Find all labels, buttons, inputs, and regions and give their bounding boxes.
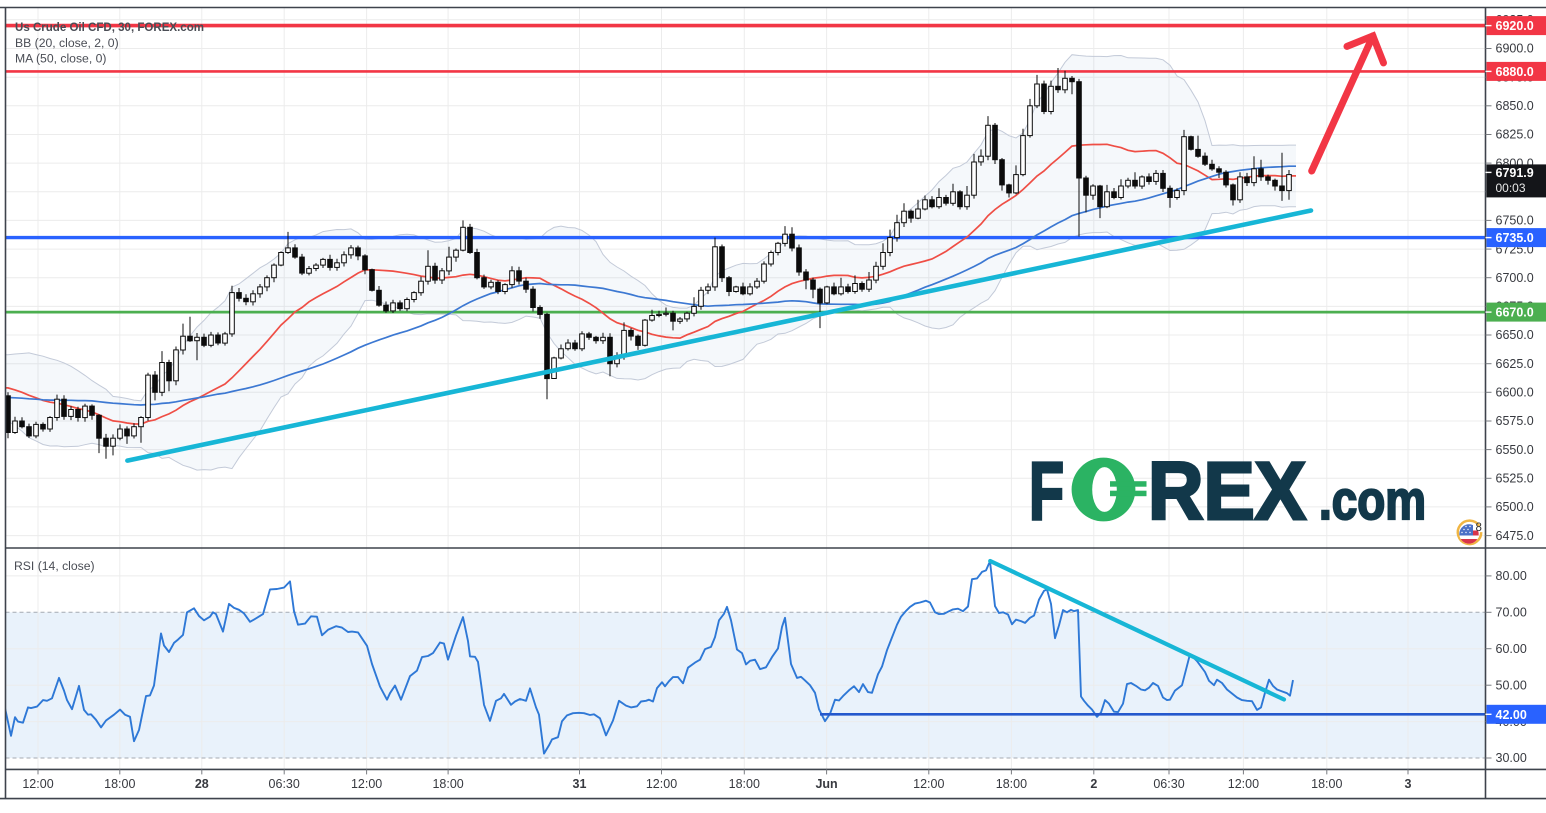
svg-text:12:00: 12:00: [646, 777, 677, 791]
svg-text:6475.0: 6475.0: [1496, 529, 1534, 543]
svg-text:00:03: 00:03: [1496, 181, 1526, 195]
svg-text:30.00: 30.00: [1496, 751, 1527, 765]
svg-text:18:00: 18:00: [104, 777, 135, 791]
svg-text:MA (50, close, 0): MA (50, close, 0): [15, 52, 106, 66]
svg-text:6850.0: 6850.0: [1496, 99, 1534, 113]
svg-text:6791.9: 6791.9: [1496, 166, 1534, 180]
svg-text:F: F: [1029, 446, 1064, 537]
svg-text:18:00: 18:00: [729, 777, 760, 791]
svg-text:6920.0: 6920.0: [1496, 19, 1534, 33]
svg-text:12:00: 12:00: [913, 777, 944, 791]
svg-text:6750.0: 6750.0: [1496, 214, 1534, 228]
svg-text:6575.0: 6575.0: [1496, 414, 1534, 428]
svg-text:18:00: 18:00: [1311, 777, 1342, 791]
svg-text:6525.0: 6525.0: [1496, 472, 1534, 486]
svg-text:6650.0: 6650.0: [1496, 328, 1534, 342]
svg-text:8: 8: [1476, 522, 1482, 534]
svg-text:50.00: 50.00: [1496, 678, 1527, 692]
svg-text:42.00: 42.00: [1496, 708, 1527, 722]
svg-text:31: 31: [573, 777, 587, 791]
svg-text:70.00: 70.00: [1496, 606, 1527, 620]
svg-text:06:30: 06:30: [1153, 777, 1184, 791]
svg-text:12:00: 12:00: [22, 777, 53, 791]
svg-text:BB (20, close, 2, 0): BB (20, close, 2, 0): [15, 36, 119, 50]
svg-text:6625.0: 6625.0: [1496, 357, 1534, 371]
svg-text:6700.0: 6700.0: [1496, 271, 1534, 285]
svg-text:2: 2: [1090, 777, 1097, 791]
svg-text:.com: .com: [1319, 469, 1426, 531]
svg-text:6900.0: 6900.0: [1496, 42, 1534, 56]
svg-text:6550.0: 6550.0: [1496, 443, 1534, 457]
svg-text:60.00: 60.00: [1496, 642, 1527, 656]
svg-text:06:30: 06:30: [269, 777, 300, 791]
svg-text:12:00: 12:00: [1228, 777, 1259, 791]
svg-text:Jun: Jun: [815, 777, 837, 791]
svg-text:6880.0: 6880.0: [1496, 65, 1534, 79]
svg-text:80.00: 80.00: [1496, 569, 1527, 583]
svg-text:3: 3: [1405, 777, 1412, 791]
svg-text:6500.0: 6500.0: [1496, 500, 1534, 514]
svg-text:6600.0: 6600.0: [1496, 386, 1534, 400]
svg-text:REX: REX: [1148, 446, 1306, 537]
svg-text:18:00: 18:00: [432, 777, 463, 791]
svg-text:12:00: 12:00: [351, 777, 382, 791]
svg-text:RSI (14, close): RSI (14, close): [14, 559, 95, 573]
svg-text:28: 28: [195, 777, 209, 791]
svg-text:6825.0: 6825.0: [1496, 128, 1534, 142]
svg-text:6670.0: 6670.0: [1496, 306, 1534, 320]
svg-text:Us Crude Oil CFD, 30, FOREX.co: Us Crude Oil CFD, 30, FOREX.com: [15, 20, 204, 34]
svg-text:18:00: 18:00: [996, 777, 1027, 791]
svg-text:6735.0: 6735.0: [1496, 231, 1534, 245]
